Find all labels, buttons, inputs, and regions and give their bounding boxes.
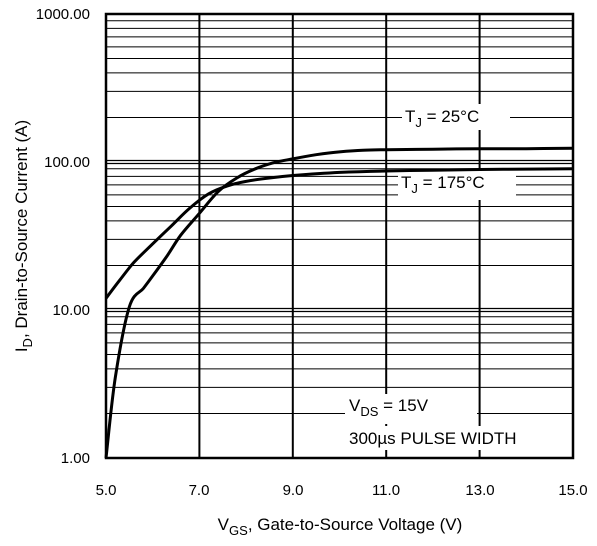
x-axis-title-rest: , Gate-to-Source Voltage (V) [248,515,463,534]
annotation-tj-25-rest: = 25°C [422,107,479,126]
annotation-pulse-width: 300µs PULSE WIDTH [349,429,517,448]
tj25-label-bg [402,104,510,130]
x-axis-title: VGS, Gate-to-Source Voltage (V) [218,515,463,538]
x-tick-label: 9.0 [283,482,304,499]
x-tick-label: 7.0 [189,482,210,499]
annotation-tj-25-sub: J [415,115,422,130]
x-tick-label: 15.0 [558,482,587,499]
plot-frame [104,12,575,460]
vds-label-bg [345,394,477,424]
x-axis-title-main: V [218,515,230,534]
y-axis-title-main: I [12,347,31,352]
x-tick-label: 5.0 [96,482,117,499]
series-line-tj-175 [104,167,574,300]
annotation-tj-175-main: T [401,173,411,192]
annotation-tj-175-rest: = 175°C [418,173,485,192]
major-gridlines [106,14,573,458]
y-axis-title-rest: , Drain-to-Source Current (A) [12,120,31,338]
annotation-tj-175-sub: J [411,181,418,196]
y-tick-label: 1.00 [61,450,90,467]
annotation-tj-175: TJ = 175°C [401,173,485,196]
y-tick-label: 10.00 [52,302,90,319]
minor-gridlines [106,20,573,414]
pulse-label-bg [345,426,571,450]
annotation-vds-main: V [349,396,361,415]
x-tick-label: 11.0 [372,482,400,499]
annotation-vds-rest: = 15V [378,396,428,415]
y-axis-title: ID, Drain-to-Source Current (A) [12,120,35,352]
y-axis-title-sub: D [20,338,35,347]
y-tick-label: 100.00 [44,154,90,171]
series-line-tj-25 [104,146,574,459]
annotation-vds: VDS = 15V [349,396,429,419]
y-tick-label: 1000.00 [36,6,90,23]
x-axis-title-sub: GS [229,523,248,538]
annotation-tj-25-main: T [405,107,415,126]
annotation-vds-sub: DS [360,404,378,419]
series-layer [104,146,574,459]
annotation-tj-25: TJ = 25°C [405,107,479,130]
x-tick-label: 13.0 [465,482,494,499]
tj175-label-bg [398,170,516,200]
